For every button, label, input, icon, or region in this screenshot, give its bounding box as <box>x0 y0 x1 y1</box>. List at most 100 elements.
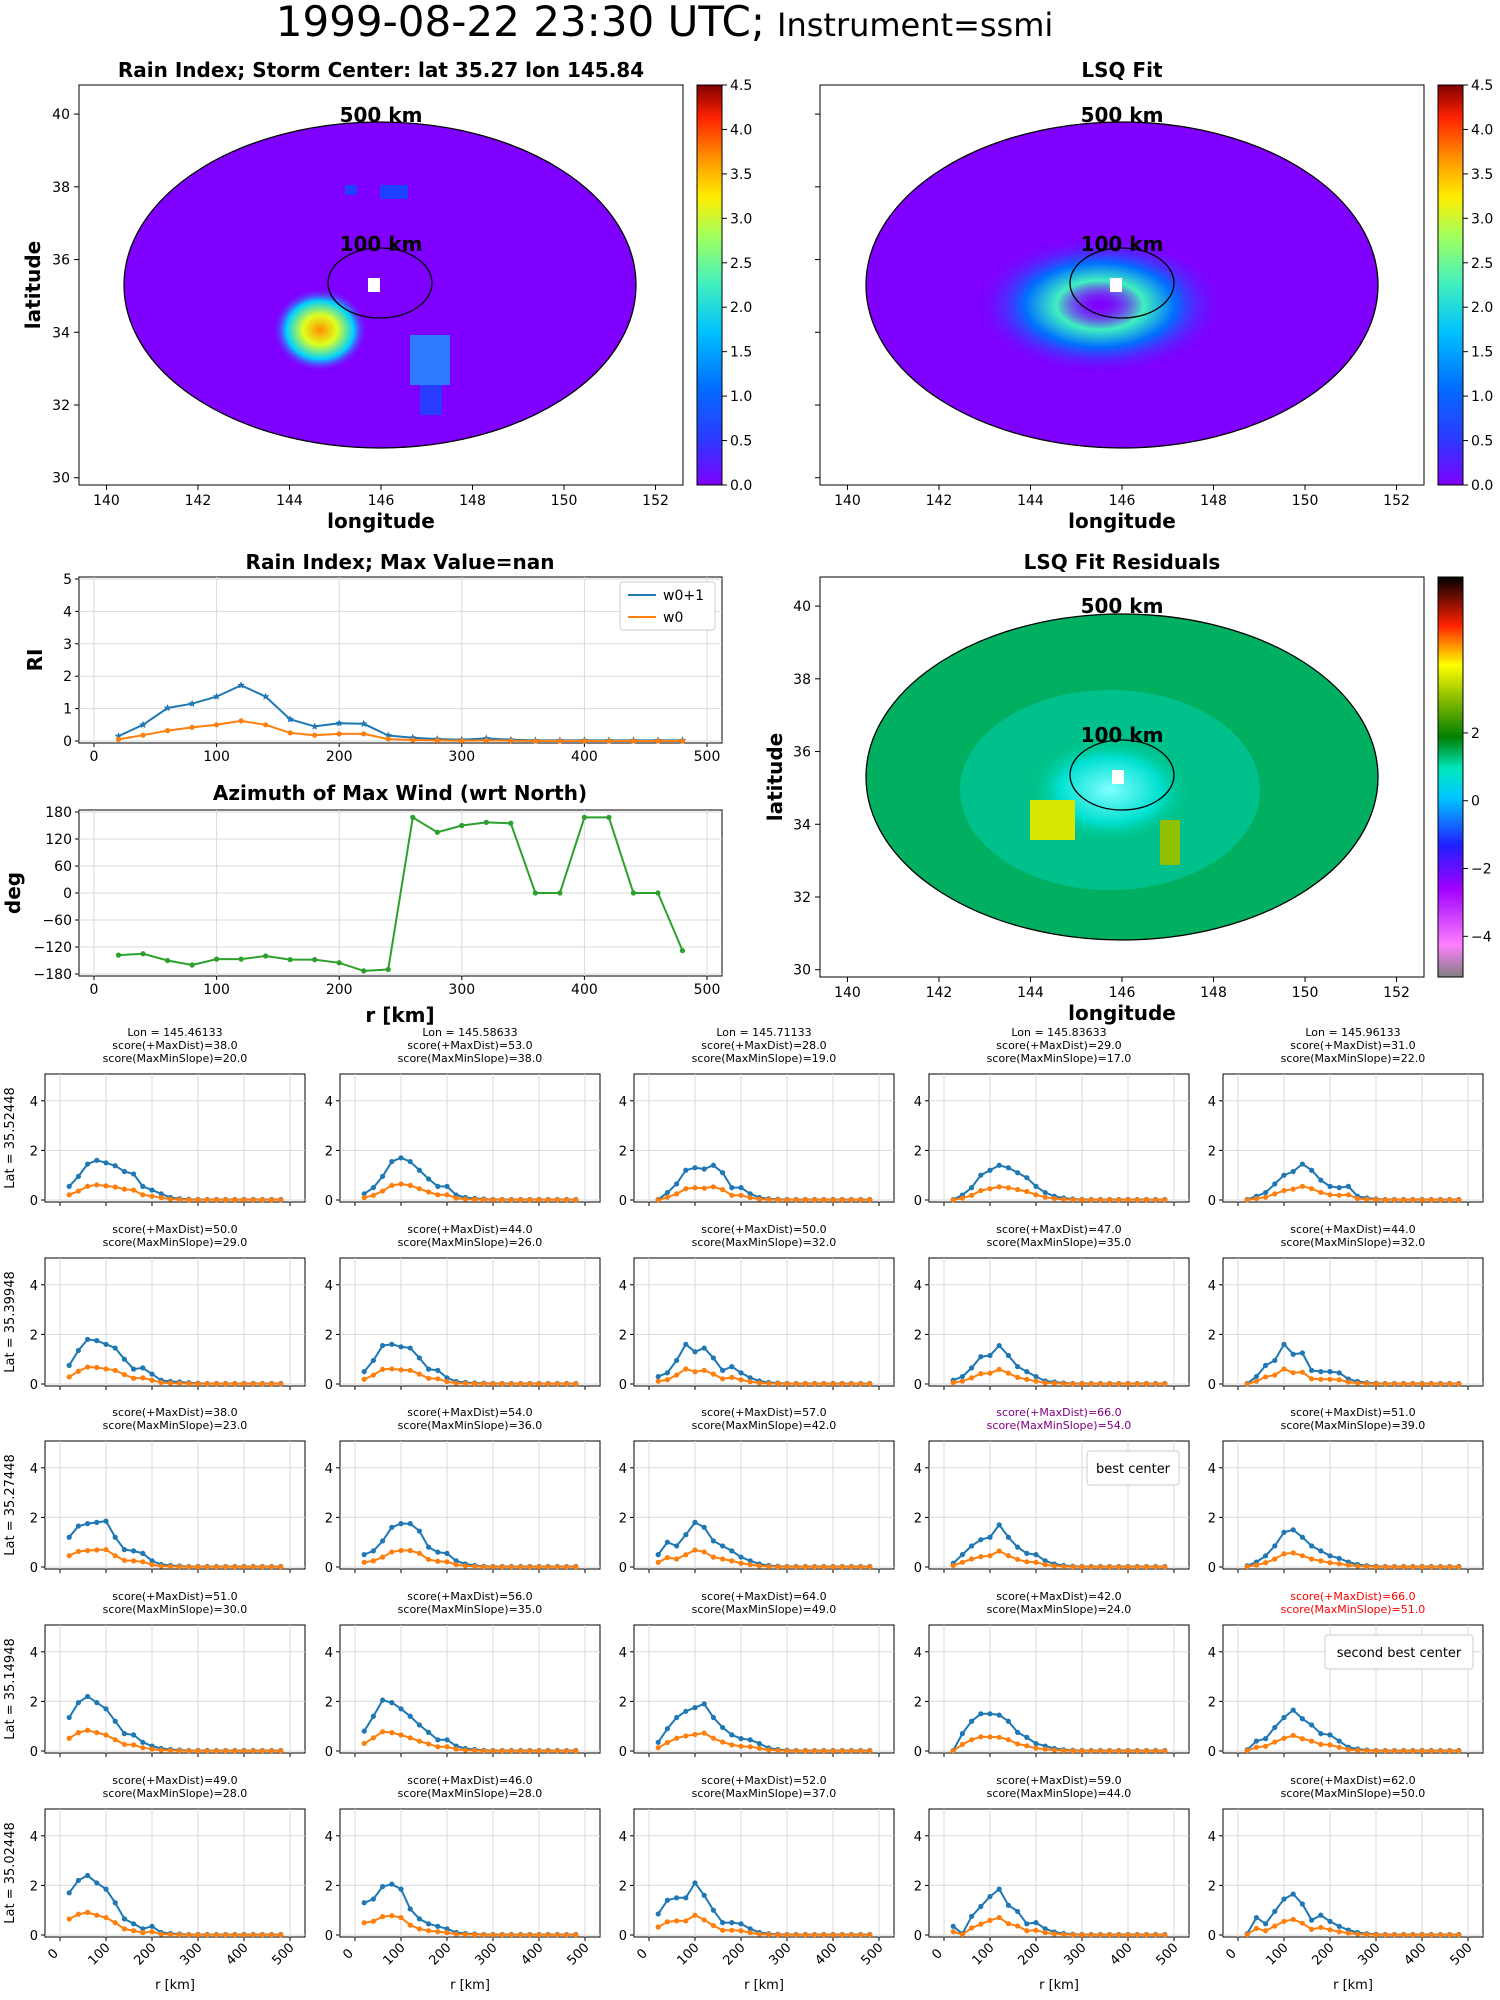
series-w0p1-point <box>139 720 147 728</box>
series-w0-point <box>1299 1920 1305 1926</box>
series-w0-point <box>213 1381 219 1387</box>
series-w0-point <box>140 1745 146 1751</box>
y-tick-label: 4 <box>619 1279 627 1294</box>
subplot-frame <box>1222 1440 1484 1570</box>
x-tick-label: 0 <box>90 982 99 998</box>
series-w0-point <box>459 738 465 744</box>
series-w0-point <box>1097 1748 1103 1754</box>
series-w0-point <box>361 731 367 737</box>
series-w0p1-point <box>384 731 392 739</box>
series-w0-point <box>121 1926 127 1932</box>
series-w0-point <box>1456 1748 1462 1754</box>
series-w0p1-point <box>237 681 245 689</box>
score-maxminslope: score(MaxMinSlope)=28.0 <box>103 1787 248 1800</box>
series-w0-point <box>278 1932 284 1938</box>
series-w0-point <box>1364 1748 1370 1754</box>
series-w0-point <box>416 1371 422 1377</box>
series-w0-point <box>278 1381 284 1387</box>
series-w0-point <box>213 1564 219 1570</box>
series-w0-point <box>858 1197 864 1203</box>
series-w0-point <box>426 1556 432 1563</box>
series-w0-point <box>1437 1381 1443 1387</box>
series-w0-point <box>518 1381 524 1387</box>
series-w0-point <box>1318 1189 1324 1196</box>
y-tick-label: 2 <box>914 1144 922 1159</box>
series-w0-point <box>1327 1927 1333 1933</box>
legend-label-w0p1: w0+1 <box>663 588 704 604</box>
series-w0-point <box>1125 1564 1131 1570</box>
y-tick-label: 2 <box>619 1511 627 1526</box>
series-w0p1-point <box>1318 1912 1324 1918</box>
series-w0-point <box>557 738 563 744</box>
series-w0p1-point <box>75 1173 81 1180</box>
series-w0-point <box>380 1554 386 1560</box>
x-tick-label: 500 <box>269 1940 297 1968</box>
series-w0-point <box>453 1562 459 1568</box>
x-tick-label: 0 <box>929 1946 945 1962</box>
series-w0-point <box>1456 1197 1462 1203</box>
series-w0-point <box>1125 1381 1131 1387</box>
x-tick-label: 400 <box>518 1940 546 1968</box>
series-w0p1-point <box>1024 1550 1030 1556</box>
series-w0-point <box>839 1748 845 1754</box>
x-tick-label: 200 <box>131 1940 159 1968</box>
series-w0-point <box>508 738 514 744</box>
y-tick-label: 0 <box>914 1194 922 1209</box>
y-tick-label: 4 <box>914 1462 922 1477</box>
score-maxdist: score(+MaxDist)=38.0 <box>112 1406 237 1419</box>
y-tick-label: 2 <box>1208 1144 1216 1159</box>
series-w0-point <box>241 1932 247 1938</box>
series-w0-point <box>830 1932 836 1938</box>
series-azimuth-point <box>483 819 489 825</box>
series-w0-point <box>112 1920 118 1926</box>
series-w0-point <box>398 1547 404 1554</box>
subplot-frame <box>633 1440 895 1570</box>
series-w0-point <box>370 1558 376 1564</box>
series-w0-point <box>701 1917 707 1923</box>
series-w0-point <box>564 1564 570 1570</box>
series-w0p1-point <box>729 1364 735 1370</box>
series-w0-point <box>1079 1197 1085 1203</box>
series-w0-point <box>1382 1197 1388 1203</box>
y-tick-label: 4 <box>30 1646 38 1661</box>
series-w0-point <box>867 1932 873 1938</box>
y-tick-label: 0 <box>619 1929 627 1944</box>
series-azimuth-point <box>361 968 367 974</box>
series-w0p1-point <box>380 1538 386 1544</box>
series-w0p1-point <box>664 1539 671 1545</box>
series-azimuth-point <box>263 953 269 959</box>
series-w0-point <box>453 1931 459 1937</box>
row-lat-label: Lat = 35.14948 <box>3 1638 18 1740</box>
series-w0-point <box>75 1368 81 1374</box>
series-w0p1-point <box>1290 1351 1296 1357</box>
series-w0p1-point <box>655 1552 661 1558</box>
series-w0p1-point <box>103 1341 109 1347</box>
series-w0-point <box>1419 1381 1425 1387</box>
series-w0-point <box>987 1370 993 1376</box>
x-tick-label: 100 <box>969 1940 997 1968</box>
series-w0-point <box>1272 1739 1278 1745</box>
series-w0-point <box>1309 1738 1315 1744</box>
colorbar-tick-label: 1.5 <box>1471 345 1493 361</box>
series-w0-point <box>573 1197 579 1203</box>
series-w0-point <box>978 1371 984 1377</box>
colorbar-tick-label: 3.5 <box>1471 167 1493 183</box>
series-w0-point <box>149 1562 155 1568</box>
series-w0-point <box>720 1187 726 1193</box>
y-tick-label: 2 <box>1208 1511 1216 1526</box>
series-w0-point <box>1134 1932 1140 1938</box>
series-w0-point <box>1015 1374 1021 1381</box>
series-w0-point <box>1107 1564 1113 1570</box>
series-w0-point <box>536 1197 542 1203</box>
score-maxminslope: score(MaxMinSlope)=20.0 <box>103 1052 248 1065</box>
series-w0-point <box>259 1932 265 1938</box>
series-w0-point <box>738 1928 744 1934</box>
series-w0p1-point <box>121 1731 127 1737</box>
series-w0-point <box>214 722 220 728</box>
series-w0p1-point <box>140 1739 146 1745</box>
colorbar-tick-label: 2.5 <box>1471 256 1493 272</box>
x-tick-label: 200 <box>326 982 353 998</box>
series-w0-point <box>747 1930 753 1936</box>
series-w0-point <box>720 1739 726 1745</box>
